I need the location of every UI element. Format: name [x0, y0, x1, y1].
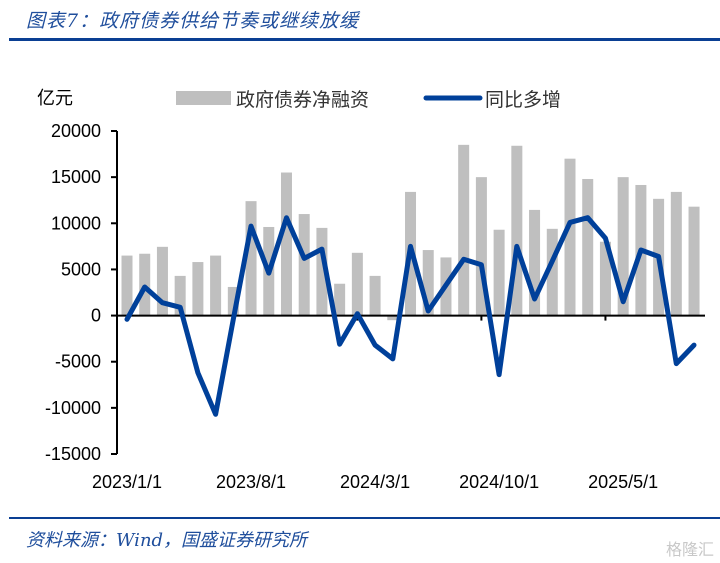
- legend-bar-swatch: [176, 91, 231, 105]
- bar: [298, 214, 310, 316]
- bar: [227, 286, 239, 316]
- y-tick-label: 20000: [51, 121, 101, 141]
- bar: [387, 315, 399, 321]
- bar: [493, 229, 505, 316]
- bar: [334, 283, 346, 316]
- y-tick-label: 15000: [51, 167, 101, 187]
- x-tick-label: 2023/8/1: [216, 472, 286, 492]
- bar: [511, 145, 523, 316]
- x-tick-label: 2023/1/1: [92, 472, 162, 492]
- bar: [192, 262, 204, 316]
- bar: [475, 177, 487, 316]
- bar: [599, 241, 611, 316]
- bar: [617, 177, 629, 316]
- source-note: 资料来源：Wind，国盛证券研究所: [26, 530, 308, 551]
- bar: [582, 178, 594, 316]
- bar: [210, 255, 222, 316]
- bar: [546, 228, 558, 316]
- watermark: 格隆汇: [665, 542, 714, 559]
- y-tick-label: 10000: [51, 213, 101, 233]
- x-tick-label: 2024/3/1: [340, 472, 410, 492]
- figure-title: 图表7：政府债券供给节奏或继续放缓: [26, 10, 360, 32]
- bar: [245, 201, 257, 316]
- bar: [564, 158, 576, 316]
- y-tick-label: 0: [91, 306, 101, 326]
- legend: 政府债券净融资 同比多增: [176, 89, 561, 111]
- bottom-rule: [9, 517, 720, 519]
- bar: [688, 206, 700, 316]
- y-tick-label: -10000: [45, 398, 101, 418]
- legend-line-label: 同比多增: [485, 89, 561, 111]
- y-tick-label: -15000: [45, 444, 101, 464]
- bar: [529, 209, 541, 316]
- y-unit-label: 亿元: [37, 88, 73, 108]
- y-tick-label: -5000: [55, 352, 101, 372]
- top-rule: [9, 38, 720, 41]
- bar: [422, 250, 434, 316]
- x-tick-label: 2025/5/1: [588, 472, 658, 492]
- bar: [121, 255, 133, 316]
- bar: [351, 252, 363, 316]
- bar: [458, 144, 470, 316]
- x-tick-label: 2024/10/1: [459, 472, 539, 492]
- bar: [156, 246, 168, 316]
- bar: [670, 191, 682, 316]
- legend-bar-label: 政府债券净融资: [236, 89, 369, 111]
- bar: [174, 275, 186, 316]
- bar: [369, 275, 381, 316]
- bar: [316, 227, 328, 316]
- bar: [280, 172, 292, 316]
- y-tick-label: 5000: [61, 259, 101, 279]
